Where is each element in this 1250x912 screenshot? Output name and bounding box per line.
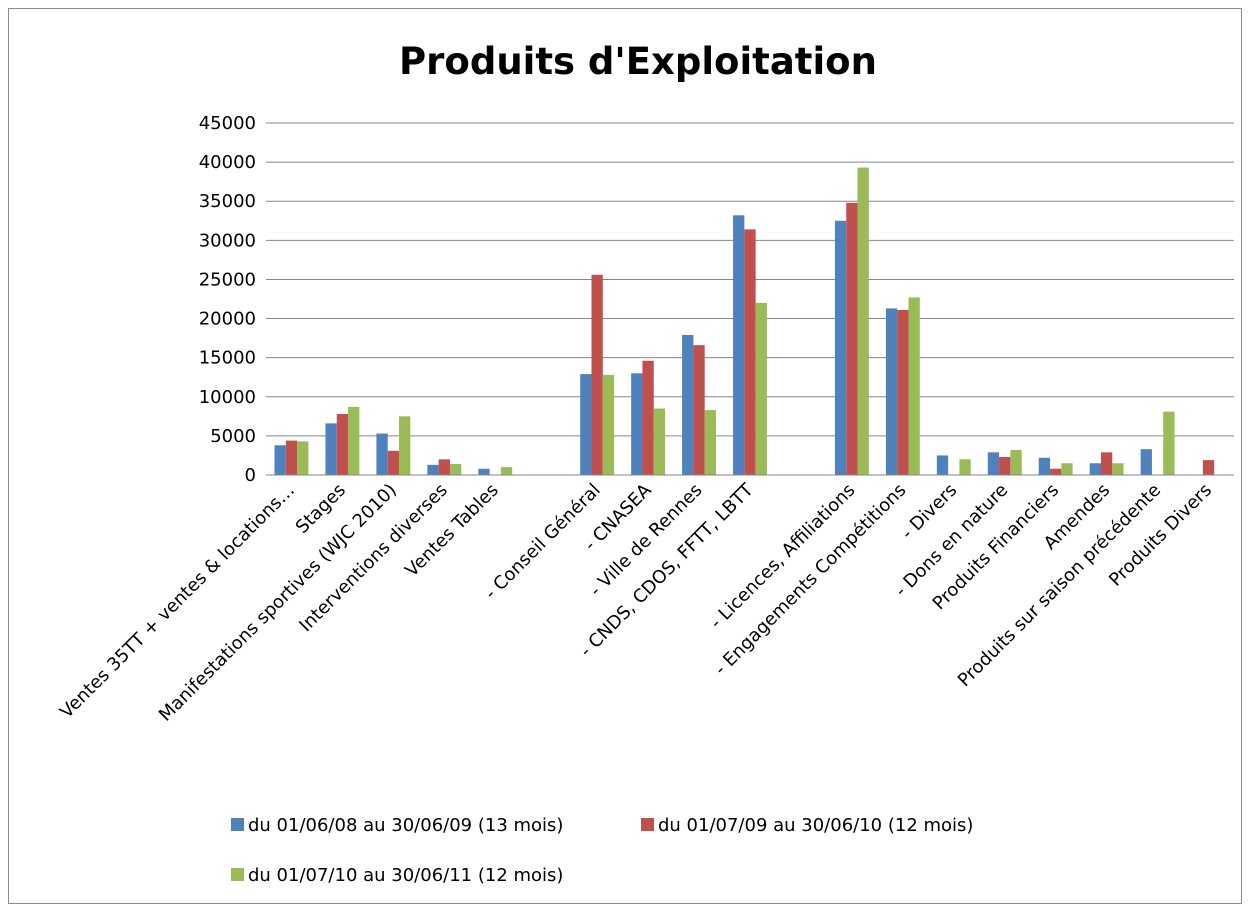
bars xyxy=(274,167,1215,475)
bar xyxy=(1202,460,1215,475)
bar xyxy=(1100,452,1113,475)
bar xyxy=(478,468,490,475)
bar xyxy=(399,416,411,475)
y-tick-label: 25000 xyxy=(199,269,256,290)
bar xyxy=(438,459,450,475)
bar xyxy=(325,423,337,475)
bar xyxy=(1112,463,1124,475)
bar xyxy=(580,374,592,475)
bar xyxy=(336,413,349,475)
bar xyxy=(1050,468,1062,475)
chart-frame: Produits d'Exploitation 0 5000 10000 15000 2… xyxy=(8,8,1242,904)
legend-swatch xyxy=(641,818,654,831)
x-category-label: Ventes Tables xyxy=(401,480,503,582)
legend-label: du 01/06/08 au 30/06/09 (13 mois) xyxy=(248,815,563,836)
bar xyxy=(387,450,400,475)
legend-swatch xyxy=(231,818,244,831)
bar xyxy=(897,309,909,475)
legend-label: du 01/07/10 au 30/06/11 (12 mois) xyxy=(248,865,563,886)
bar xyxy=(755,302,767,475)
bar xyxy=(427,464,439,475)
y-tick-label: 10000 xyxy=(199,387,256,408)
bar xyxy=(908,297,920,475)
bar xyxy=(1038,457,1051,475)
legend: du 01/06/08 au 30/06/09 (13 mois) du 01/0… xyxy=(231,815,973,886)
legend-label: du 01/07/09 au 30/06/10 (12 mois) xyxy=(658,815,973,836)
bar xyxy=(693,345,705,475)
y-tick-label: 40000 xyxy=(199,152,256,173)
x-axis-category-labels: Ventes 35TT + ventes & locations…StagesM… xyxy=(56,479,1216,726)
bar xyxy=(376,433,388,475)
bar xyxy=(1010,449,1022,475)
bar xyxy=(857,167,869,475)
bar xyxy=(642,360,654,475)
y-tick-label: 45000 xyxy=(199,113,256,134)
bar xyxy=(936,455,949,475)
bar xyxy=(1140,449,1152,475)
bar xyxy=(987,452,1000,475)
chart-title: Produits d'Exploitation xyxy=(399,40,877,83)
y-tick-label: 30000 xyxy=(199,230,256,251)
bar xyxy=(704,410,717,475)
bar xyxy=(959,459,971,475)
bar xyxy=(682,334,694,475)
bar xyxy=(744,229,756,475)
bar xyxy=(885,308,898,475)
bar xyxy=(297,441,309,475)
y-tick-label: 15000 xyxy=(199,348,256,369)
bar xyxy=(1061,463,1073,475)
y-tick-label: 0 xyxy=(245,465,256,486)
x-category-label: Manifestations sportives (WJC 2010) xyxy=(155,480,401,726)
bar xyxy=(999,457,1011,475)
bar xyxy=(449,464,462,475)
y-tick-label: 35000 xyxy=(199,191,256,212)
bar xyxy=(602,374,615,475)
bar xyxy=(834,220,847,475)
bar xyxy=(591,274,603,475)
bar xyxy=(1089,463,1101,475)
y-axis-tick-labels: 0 5000 10000 15000 20000 25000 30000 35000 40000… xyxy=(199,113,256,486)
chart-svg: Produits d'Exploitation 0 5000 10000 15000 2… xyxy=(56,40,1234,886)
x-category-label: Ventes 35TT + ventes & locations… xyxy=(56,480,299,723)
y-tick-label: 5000 xyxy=(210,426,256,447)
bar xyxy=(846,202,858,475)
bar xyxy=(348,406,360,475)
bar xyxy=(653,408,666,475)
bar xyxy=(274,445,286,475)
bar xyxy=(1163,411,1175,475)
bar xyxy=(631,373,643,475)
bar xyxy=(733,215,745,475)
bar xyxy=(285,440,298,475)
bar xyxy=(500,467,513,475)
y-tick-label: 20000 xyxy=(199,309,256,330)
legend-swatch xyxy=(231,868,244,881)
